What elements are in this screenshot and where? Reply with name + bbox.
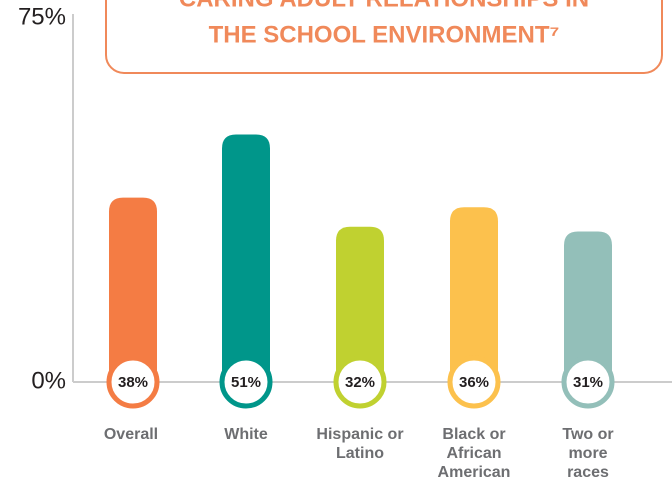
x-tick-label: Two or more races — [562, 426, 614, 481]
x-tick-label: Black or African American — [437, 426, 511, 481]
value-label: 38% — [118, 374, 148, 391]
x-tick-label: Overall — [103, 426, 159, 443]
value-label: 32% — [345, 374, 375, 391]
bar — [450, 207, 498, 382]
value-badge — [333, 355, 387, 409]
bar — [564, 231, 612, 382]
value-badge — [447, 355, 501, 409]
value-label: 36% — [459, 374, 489, 391]
x-tick-label: White — [224, 426, 268, 443]
chart-title: CARING ADULT RELATIONSHIPS IN — [179, 0, 589, 12]
value-badge — [106, 355, 160, 409]
value-label: 31% — [573, 374, 603, 391]
bar — [222, 134, 270, 382]
y-tick-label: 0% — [31, 367, 66, 394]
bar — [109, 197, 157, 382]
x-tick-label: Hispanic or Latino — [316, 426, 404, 462]
bar — [336, 226, 384, 382]
y-tick-label: 75% — [18, 3, 66, 30]
chart-title: THE SCHOOL ENVIRONMENT⁷ — [209, 21, 560, 48]
value-badge — [219, 355, 273, 409]
value-badge — [561, 355, 615, 409]
title-box — [105, 0, 663, 74]
value-label: 51% — [231, 374, 261, 391]
